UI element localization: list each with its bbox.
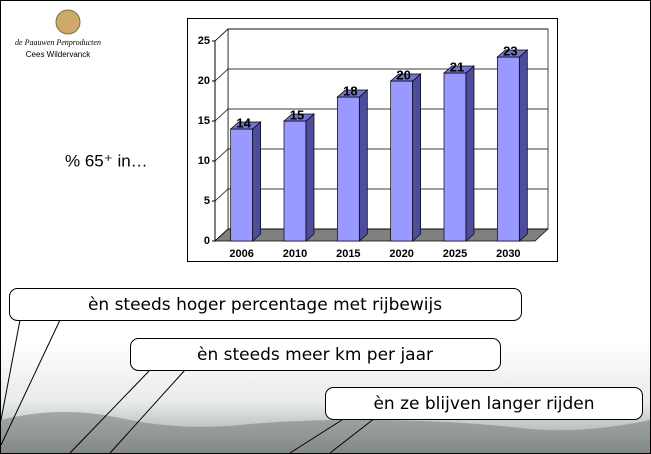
y-tick-label: 20 (198, 75, 210, 87)
callout-text: èn steeds hoger percentage met rijbewijs (88, 295, 442, 315)
bar-front (337, 97, 359, 241)
bar (391, 74, 421, 241)
bar-front (284, 121, 306, 241)
y-tick-label: 5 (204, 195, 210, 207)
x-tick-label: 2030 (496, 248, 520, 260)
y-tick-label: 15 (198, 115, 210, 127)
callout-text: èn ze blijven langer rijden (373, 394, 594, 414)
y-tick-label: 25 (198, 35, 210, 47)
bar-front (391, 81, 413, 241)
plot: 0510152025200614201015201518202020202521… (198, 29, 548, 260)
x-tick-label: 2025 (443, 248, 467, 260)
bar (497, 50, 527, 241)
y-tick-label: 10 (198, 155, 210, 167)
bar-front (231, 129, 253, 241)
slide: de Paauwen Penproducten Cees Wildervanck… (0, 0, 651, 454)
x-tick-label: 2006 (229, 248, 253, 260)
bar-side (519, 50, 527, 241)
bar (337, 90, 367, 241)
logo-icon (56, 10, 80, 34)
bar-front (444, 73, 466, 241)
bar (284, 114, 314, 241)
value-label: 21 (450, 59, 464, 74)
value-label: 18 (343, 83, 357, 98)
x-tick-label: 2010 (283, 248, 307, 260)
bar (231, 122, 261, 241)
logo-author: Cees Wildervanck (26, 50, 91, 59)
y-tick-label: 0 (204, 235, 210, 247)
bar-side (253, 122, 261, 241)
bar-side (306, 114, 314, 241)
logo-name: de Paauwen Penproducten (15, 38, 101, 47)
bar-side (466, 66, 474, 241)
bar-front (497, 57, 519, 241)
value-label: 15 (290, 107, 304, 122)
value-label: 23 (503, 43, 517, 58)
bar (444, 66, 474, 241)
callout-text: èn steeds meer km per jaar (197, 345, 433, 365)
x-tick-label: 2020 (389, 248, 413, 260)
value-label: 20 (396, 67, 410, 82)
x-tick-label: 2015 (336, 248, 360, 260)
side-wall (215, 29, 228, 241)
bar-side (413, 74, 421, 241)
side-label: % 65⁺ in… (65, 151, 148, 170)
value-label: 14 (236, 115, 251, 130)
bar-side (359, 90, 367, 241)
